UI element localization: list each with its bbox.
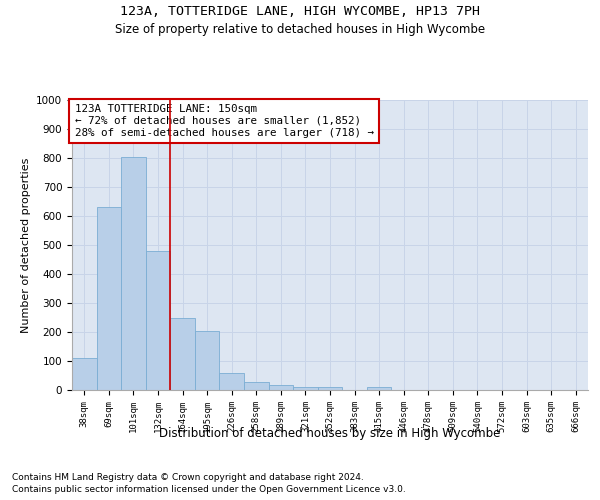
Bar: [170, 318, 195, 390]
Bar: [97, 208, 121, 390]
Bar: [293, 386, 318, 390]
Bar: [318, 387, 342, 390]
Text: 123A, TOTTERIDGE LANE, HIGH WYCOMBE, HP13 7PH: 123A, TOTTERIDGE LANE, HIGH WYCOMBE, HP1…: [120, 5, 480, 18]
Bar: [244, 382, 269, 390]
Bar: [367, 387, 391, 390]
Text: Contains HM Land Registry data © Crown copyright and database right 2024.: Contains HM Land Registry data © Crown c…: [12, 472, 364, 482]
Bar: [121, 156, 146, 390]
Bar: [195, 330, 220, 390]
Y-axis label: Number of detached properties: Number of detached properties: [20, 158, 31, 332]
Text: Distribution of detached houses by size in High Wycombe: Distribution of detached houses by size …: [160, 428, 500, 440]
Bar: [269, 385, 293, 390]
Text: Size of property relative to detached houses in High Wycombe: Size of property relative to detached ho…: [115, 22, 485, 36]
Bar: [72, 358, 97, 390]
Text: 123A TOTTERIDGE LANE: 150sqm
← 72% of detached houses are smaller (1,852)
28% of: 123A TOTTERIDGE LANE: 150sqm ← 72% of de…: [74, 104, 374, 138]
Bar: [220, 372, 244, 390]
Bar: [146, 251, 170, 390]
Text: Contains public sector information licensed under the Open Government Licence v3: Contains public sector information licen…: [12, 485, 406, 494]
